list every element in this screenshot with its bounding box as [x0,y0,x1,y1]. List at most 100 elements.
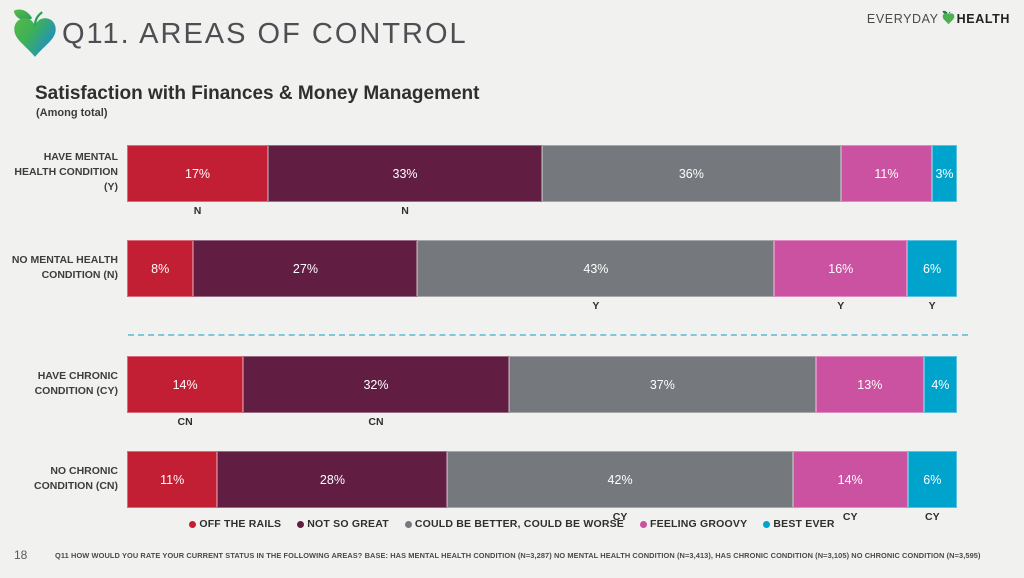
bar-segment: 14% [792,451,908,508]
legend-label: COULD BE BETTER, COULD BE WORSE [414,518,625,530]
segment-value: 42% [607,472,633,487]
bar-segment: 6% [907,240,957,297]
brand-apple-icon [942,10,954,25]
bar-segment: 6% [907,451,957,508]
bar-segment: 11% [840,145,933,202]
significance-label: Y [837,300,845,312]
legend-item: NOT SO GREAT [297,518,389,530]
bar-segment: 42% [447,451,793,508]
segment-value: 43% [583,261,609,276]
segment-value: 36% [678,166,704,181]
legend-label: BEST EVER [773,518,835,530]
legend-item: OFF THE RAILS [189,518,281,530]
chart-rows: HAVE MENTAL HEALTH CONDITION (Y) 17% 33% 36… [0,145,968,546]
chart-row: HAVE CHRONIC CONDITION (CY) 14% 32% 37% 13% 4… [0,356,957,429]
everyday-health-brand: EVERYDAY HEALTH [867,10,1010,27]
bar-segment: 32% [243,356,509,413]
significance-label: Y [928,300,936,312]
significance-label: CN [177,416,193,428]
significance-label [542,205,841,221]
segment-value: 13% [857,377,883,392]
significance-label: N [193,205,202,217]
bar-segment: 37% [508,356,816,413]
significance-label: CY [842,511,858,523]
segment-value: 8% [151,261,170,276]
segment-value: 4% [931,377,950,392]
section-divider [128,334,968,336]
heart [14,18,56,57]
significance-label [841,205,932,221]
significance-label: N [401,205,409,217]
significance-label: CY [925,511,940,523]
segment-value: 3% [935,166,954,181]
bar-segment: 16% [774,240,908,297]
significance-label [932,205,957,221]
legend-item: BEST EVER [763,518,834,530]
segment-value: 6% [923,472,942,487]
segment-value: 11% [874,166,899,181]
segment-value: 33% [392,166,418,181]
category-label: NO MENTAL HEALTH CONDITION (N) [11,253,118,281]
chart-row: HAVE MENTAL HEALTH CONDITION (Y) 17% 33% 36… [0,145,957,218]
stacked-bar: 14% 32% 37% 13% 4% [127,356,957,413]
chart-row: NO MENTAL HEALTH CONDITION (N) 8% 27% 43% 16… [0,240,957,313]
footnote: Q11 HOW WOULD YOU RATE YOUR CURRENT STAT… [55,551,981,560]
everyday-health-heart-logo-icon [13,9,56,57]
chart-title: Satisfaction with Finances & Money Manag… [35,83,480,104]
legend-dot-icon [404,520,412,528]
bar-segment: 33% [268,145,542,202]
leaf [13,9,33,21]
significance-label: Y [592,300,600,312]
bar-segment: 4% [923,356,957,413]
significance-label: CN [368,416,384,428]
legend-dot-icon [297,520,305,528]
category-label: HAVE MENTAL HEALTH CONDITION (Y) [14,151,118,194]
legend-dot-icon [640,520,648,528]
bar-segment: 43% [417,240,775,297]
significance-label: CY [612,511,628,523]
legend-item: COULD BE BETTER, COULD BE WORSE [404,518,625,530]
segment-value: 11% [160,472,185,487]
chart-row: NO CHRONIC CONDITION (CN) 11% 28% 42% 14% 6% C… [0,451,957,524]
segment-value: 14% [837,472,863,487]
significance-label [509,416,816,432]
significance-label [924,416,957,432]
legend: OFF THE RAILS NOT SO GREAT COULD BE BETTER… [0,518,1024,530]
significance-label [127,300,193,316]
legend-label: OFF THE RAILS [199,518,282,530]
legend-label: FEELING GROOVY [650,518,748,530]
segment-value: 37% [649,377,675,392]
segment-value: 6% [923,261,942,276]
bar-segment: 14% [127,356,244,413]
bar-segment: 8% [127,240,194,297]
category-label: NO CHRONIC CONDITION (CN) [34,464,118,492]
bar-segment: 28% [217,451,448,508]
segment-value: 17% [185,166,211,181]
chart-subtitle: (Among total) [36,107,108,119]
bar-segment: 13% [815,356,924,413]
segment-value: 27% [292,261,318,276]
bar-segment: 36% [541,145,841,202]
segment-value: 16% [828,261,854,276]
segment-value: 28% [319,472,345,487]
stacked-bar: 8% 27% 43% 16% 6% [127,240,957,297]
segment-value: 32% [363,377,389,392]
stem [33,11,43,28]
category-label: HAVE CHRONIC CONDITION (CY) [34,369,118,397]
legend-label: NOT SO GREAT [307,518,389,530]
bar-segment: 27% [193,240,418,297]
segment-value: 14% [172,377,198,392]
legend-item: FEELING GROOVY [640,518,747,530]
stacked-bar: 11% 28% 42% 14% 6% [127,451,957,508]
brand-text-everyday: EVERYDAY [866,11,939,26]
bar-segment: 17% [127,145,269,202]
stacked-bar: 17% 33% 36% 11% 3% [127,145,957,202]
legend-dot-icon [763,520,771,528]
significance-label [193,300,417,316]
brand-text-health: HEALTH [956,11,1010,26]
legend-dot-icon [189,520,197,528]
page-number: 18 [14,548,28,562]
significance-label [816,416,924,432]
bar-segment: 11% [127,451,218,508]
